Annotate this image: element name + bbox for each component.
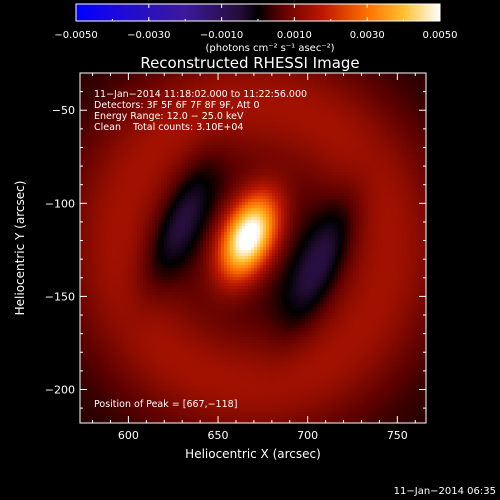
annotation-clean: Clean Total counts: 3.10E+04 [94, 122, 243, 133]
colorbar-tick-label: 0.0010 [277, 30, 312, 41]
colorbar-tick-label: −0.0010 [200, 30, 243, 41]
plot-area: 600 650 700 750 −50 −100 −150 −200 11−Jan−2014… [45, 72, 427, 442]
colorbar-gradient [75, 3, 441, 22]
x-tick-label: 750 [387, 429, 408, 442]
colorbar-tick-label: −0.0030 [127, 30, 170, 41]
y-tick-label: −50 [52, 104, 75, 117]
x-tick-label: 600 [118, 429, 139, 442]
plot-frame [79, 72, 427, 424]
axis-ticks [80, 73, 426, 423]
y-tick-labels: −50 −100 −150 −200 [45, 104, 75, 396]
annotation-energy: Energy Range: 12.0 − 25.0 keV [94, 111, 244, 122]
heatmap-image [80, 73, 426, 423]
colorbar-tick-label: 0.0050 [423, 30, 458, 41]
x-tick-label: 650 [208, 429, 229, 442]
y-axis-label: Heliocentric Y (arcsec) [13, 181, 27, 316]
x-axis-label: Heliocentric X (arcsec) [185, 447, 321, 461]
y-tick-label: −200 [45, 383, 75, 396]
annotation-peak: Position of Peak = [667,−118] [94, 399, 237, 410]
x-tick-labels: 600 650 700 750 [118, 429, 408, 442]
x-tick-label: 700 [297, 429, 318, 442]
chart-title: Reconstructed RHESSI Image [140, 54, 359, 72]
y-tick-label: −100 [45, 197, 75, 210]
footer-timestamp: 11−Jan−2014 06:35 [394, 486, 496, 497]
annotation-detectors: Detectors: 3F 5F 6F 7F 8F 9F, Att 0 [94, 100, 260, 111]
colorbar-tick-label: −0.0050 [54, 30, 97, 41]
colorbar-units: (photons cm⁻² s⁻¹ asec⁻²) [205, 43, 334, 54]
colorbar: −0.0050 −0.0030 −0.0010 0.0010 0.0030 0.0050 … [54, 3, 458, 54]
colorbar-ticks [75, 4, 441, 21]
annotation-time-range: 11−Jan−2014 11:18:02.000 to 11:22:56.000 [94, 89, 307, 100]
y-tick-label: −150 [45, 290, 75, 303]
colorbar-tick-label: 0.0030 [350, 30, 385, 41]
colorbar-tick-labels: −0.0050 −0.0030 −0.0010 0.0010 0.0030 0.0050 [54, 30, 457, 41]
